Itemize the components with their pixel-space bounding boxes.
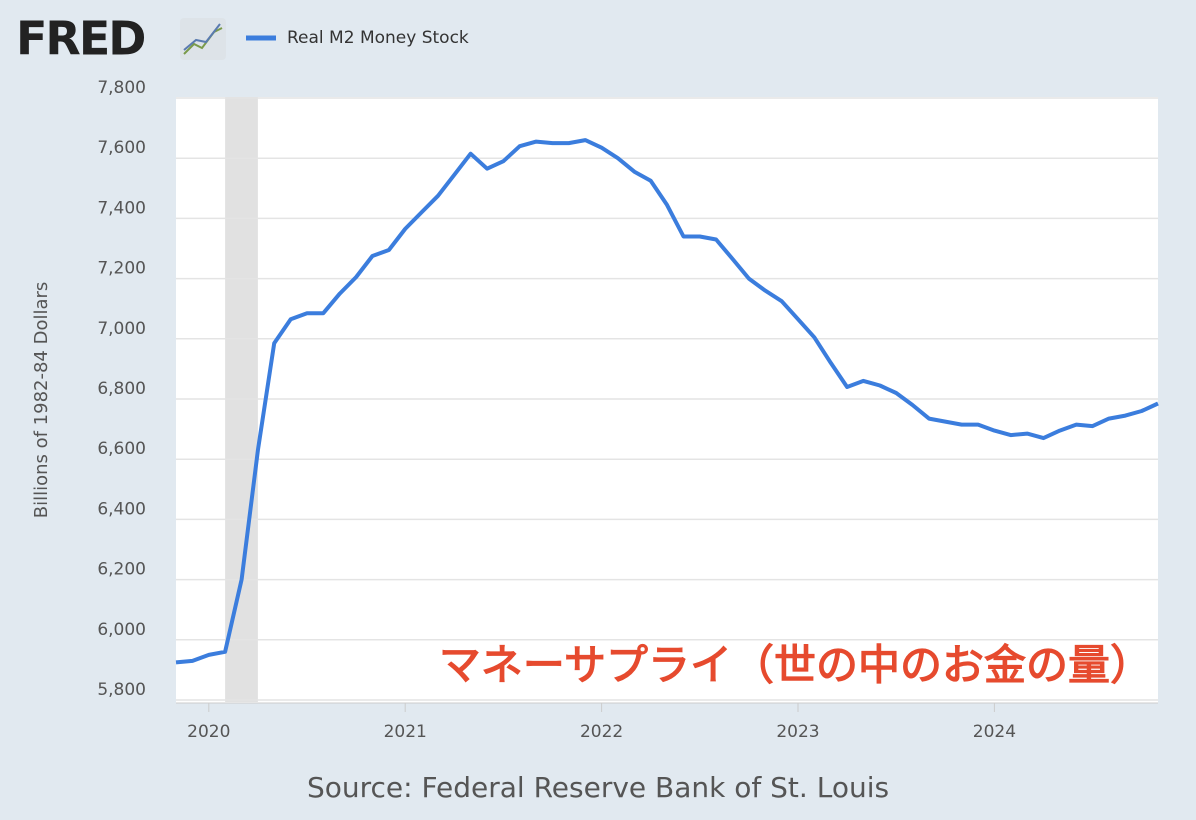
annotation: マネーサプライ（世の中のお金の量） [439,641,1152,690]
y-tick-label: 7,600 [97,138,146,158]
y-tick-label: 7,400 [97,198,146,218]
logo-icon [180,18,226,60]
y-tick-label: 7,200 [97,259,146,279]
series-line [175,138,1159,665]
y-tick-label: 7,000 [97,319,146,339]
source: Source: Federal Reserve Bank of St. Loui… [307,771,889,804]
plot-area [176,97,1158,703]
legend-label: Real M2 Money Stock [287,28,469,48]
x-tick-label: 2020 [187,722,230,742]
x-tick-label: 2023 [776,722,819,742]
x-tick-label: 2024 [973,722,1016,742]
y-tick-label: 6,600 [97,439,146,459]
x-tick-label: 2021 [384,722,427,742]
y-tick-label: 6,200 [97,560,146,580]
y-tick-label: 6,800 [97,379,146,399]
y-tick-label: 6,000 [97,620,146,640]
x-tick-label: 2022 [580,722,623,742]
y-tick-label: 6,400 [97,499,146,519]
y-axis-title: Billions of 1982-84 Dollars [31,282,52,519]
y-tick-label: 7,800 [97,78,146,98]
y-tick-label: 5,800 [97,680,146,700]
logo: FRED [16,12,144,66]
